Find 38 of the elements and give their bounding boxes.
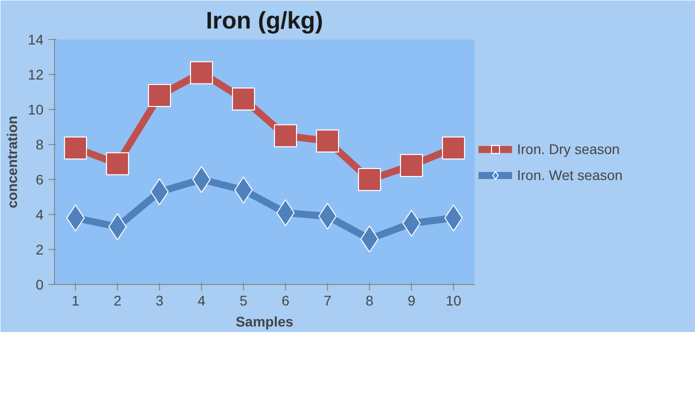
legend-label: Iron. Dry season bbox=[517, 140, 620, 156]
x-tick-label: 3 bbox=[156, 292, 164, 308]
x-axis-title: Samples bbox=[236, 314, 294, 330]
point bbox=[232, 88, 255, 110]
point bbox=[234, 176, 253, 204]
y-tick-label: 2 bbox=[36, 242, 44, 258]
x-tick-label: 10 bbox=[446, 292, 462, 308]
point bbox=[148, 84, 171, 107]
point bbox=[106, 152, 129, 176]
point bbox=[66, 204, 85, 232]
point bbox=[192, 166, 211, 193]
x-tick-label: 5 bbox=[240, 292, 248, 308]
y-tick-label: 10 bbox=[28, 102, 44, 118]
y-tick-label: 12 bbox=[28, 66, 44, 82]
y-axis-title: concentration bbox=[4, 116, 20, 208]
x-tick-label: 9 bbox=[408, 292, 416, 308]
x-tick-label: 1 bbox=[72, 292, 80, 308]
chart-title: Iron (g/kg) bbox=[206, 8, 324, 34]
point bbox=[274, 124, 297, 148]
y-tick-label: 0 bbox=[36, 276, 44, 292]
x-tick-label: 7 bbox=[324, 292, 332, 308]
x-tick-label: 8 bbox=[366, 292, 374, 308]
y-tick-label: 14 bbox=[28, 32, 44, 48]
point bbox=[190, 61, 213, 84]
point bbox=[444, 204, 463, 232]
y-tick-label: 6 bbox=[36, 172, 44, 188]
y-tick-label: 8 bbox=[36, 136, 44, 152]
point bbox=[360, 226, 379, 252]
x-tick-label: 2 bbox=[114, 292, 122, 308]
legend-label: Iron. Wet season bbox=[517, 166, 623, 182]
point bbox=[442, 136, 465, 160]
point bbox=[316, 130, 339, 152]
y-tick-label: 4 bbox=[36, 206, 44, 222]
point bbox=[64, 136, 87, 160]
x-tick-label: 6 bbox=[282, 292, 290, 308]
point bbox=[358, 168, 381, 191]
x-tick-label: 4 bbox=[198, 292, 206, 308]
point bbox=[400, 154, 423, 177]
